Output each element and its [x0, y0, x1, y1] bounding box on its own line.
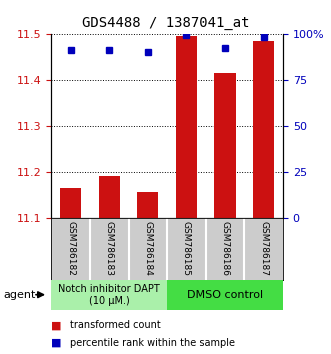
Bar	[167, 280, 283, 310]
Text: GDS4488 / 1387041_at: GDS4488 / 1387041_at	[82, 16, 249, 30]
Text: agent: agent	[3, 290, 36, 300]
Text: GSM786186: GSM786186	[220, 221, 230, 276]
Text: GSM786187: GSM786187	[259, 221, 268, 276]
Text: Notch inhibitor DAPT
(10 μM.): Notch inhibitor DAPT (10 μM.)	[58, 284, 160, 306]
Bar	[137, 193, 159, 218]
Bar	[51, 280, 167, 310]
Bar	[99, 176, 120, 218]
Text: ■: ■	[51, 320, 62, 330]
Text: GSM786182: GSM786182	[66, 221, 75, 276]
Text: GSM786183: GSM786183	[105, 221, 114, 276]
Text: ■: ■	[51, 338, 62, 348]
Bar	[253, 41, 274, 218]
Text: GSM786184: GSM786184	[143, 221, 152, 276]
Text: DMSO control: DMSO control	[187, 290, 263, 300]
Text: transformed count: transformed count	[70, 320, 160, 330]
Bar	[176, 36, 197, 218]
Bar	[60, 188, 81, 218]
Text: GSM786185: GSM786185	[182, 221, 191, 276]
Bar	[214, 73, 236, 218]
Text: percentile rank within the sample: percentile rank within the sample	[70, 338, 234, 348]
